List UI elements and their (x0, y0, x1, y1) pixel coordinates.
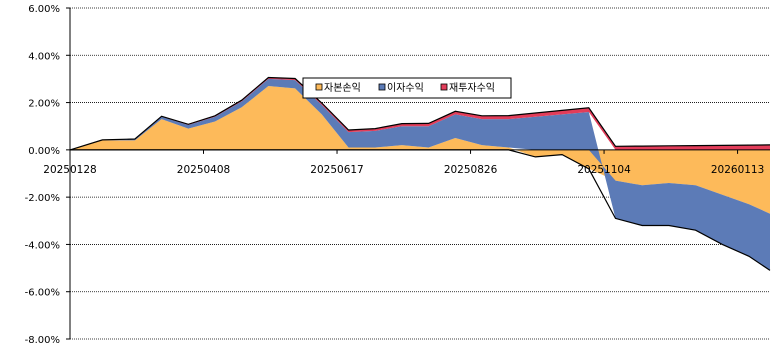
legend: 자본손익 이자수익 재투자수익 (302, 77, 512, 99)
x-tick-label: 20250128 (43, 164, 96, 176)
y-tick-label: -8.00% (25, 335, 60, 345)
y-tick-label: -2.00% (25, 193, 60, 204)
y-tick-label: -4.00% (25, 240, 60, 251)
x-tick-label: 20250617 (310, 164, 363, 176)
area-series (69, 76, 771, 271)
y-tick-label: 6.00% (28, 4, 60, 15)
x-tick-label: 20251104 (577, 164, 631, 176)
legend-label: 재투자수익 (449, 82, 495, 94)
legend-swatch (440, 83, 448, 91)
x-axis-ticks: 20250128 20250408 20250617 20250826 20251104… (43, 149, 764, 176)
legend-swatch (315, 83, 323, 91)
y-tick-label: 0.00% (28, 146, 60, 157)
x-tick-label: 20260113 (711, 164, 764, 176)
y-tick-label: -6.00% (25, 288, 60, 299)
legend-box (302, 77, 512, 99)
x-tick-label: 20250408 (177, 164, 230, 176)
legend-label: 이자수익 (387, 82, 424, 94)
positive-envelope-line (69, 76, 771, 151)
legend-label: 자본손익 (324, 82, 361, 94)
legend-swatch (378, 83, 386, 91)
axes (69, 8, 770, 339)
y-axis-ticks: 6.00% 4.00% 2.00% 0.00% -2.00% -4.00% -6.00% -8… (25, 4, 70, 345)
y-tick-label: 4.00% (28, 51, 60, 62)
y-tick-label: 2.00% (28, 99, 60, 110)
x-tick-label: 20250826 (444, 164, 498, 176)
grid-lines (70, 7, 770, 340)
